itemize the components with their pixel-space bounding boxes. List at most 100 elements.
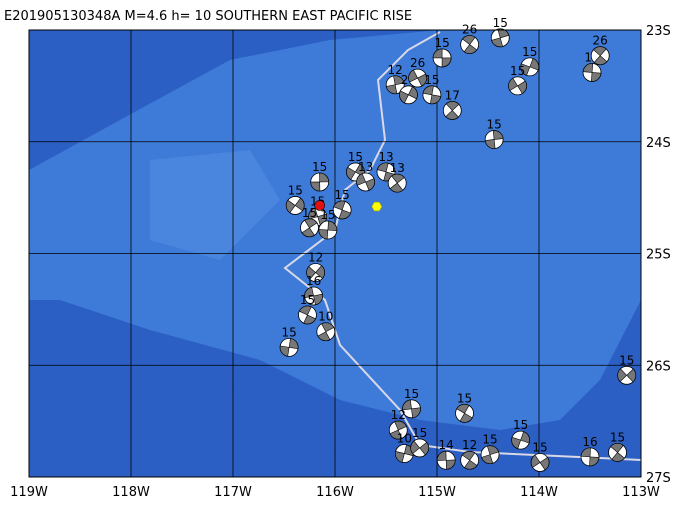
shallow-patch <box>150 150 280 260</box>
focal-mechanism: 15 <box>300 206 319 238</box>
beachball-quadrant <box>445 101 460 111</box>
focal-mechanism: 26 <box>590 34 610 66</box>
focal-mechanism: 15 <box>422 73 442 105</box>
focal-mechanism: 15 <box>608 430 627 462</box>
beachball-quadrant <box>484 139 496 149</box>
beachball-quadrant <box>511 436 522 449</box>
beachball-quadrant <box>393 75 405 86</box>
beachball-quadrant <box>376 162 389 173</box>
depth-label: 13 <box>390 161 405 175</box>
lat-tick-label: 27S <box>646 471 671 486</box>
beachball-quadrant <box>422 85 434 96</box>
depth-label: 13 <box>378 150 393 164</box>
depth-label: 15 <box>302 206 317 220</box>
beachball-quadrant <box>481 454 494 464</box>
lat-tick-label: 24S <box>646 136 671 151</box>
beachball-quadrant <box>520 63 531 76</box>
beachball-quadrant <box>303 314 317 325</box>
depth-label: 15 <box>348 150 363 164</box>
depth-label: 15 <box>424 73 439 87</box>
beachball-quadrant <box>294 197 305 212</box>
depth-label: 14 <box>439 438 454 452</box>
focal-mechanism: 16 <box>304 274 323 306</box>
beachball-quadrant <box>408 69 419 83</box>
depth-label: 15 <box>434 36 449 50</box>
depth-label: 15 <box>510 64 525 78</box>
beachball-quadrant <box>394 420 407 431</box>
depth-label: 15 <box>288 183 303 197</box>
focal-mechanism: 12 <box>385 63 405 95</box>
focal-mechanism: 15 <box>511 418 531 450</box>
beachball-quadrant <box>626 368 637 383</box>
beachball-quadrant <box>306 266 317 280</box>
beachball-quadrant <box>436 450 447 461</box>
beachball-quadrant <box>491 37 504 48</box>
beachball-quadrant <box>304 218 318 229</box>
beachball-quadrant <box>486 445 499 456</box>
ridge-axis <box>283 31 641 461</box>
depth-label: 15 <box>619 353 634 367</box>
depth-label: 15 <box>493 16 508 30</box>
depth-label: 15 <box>300 293 315 307</box>
beachball-quadrant <box>582 63 594 73</box>
beachball-quadrant <box>429 94 442 105</box>
beachball-quadrant <box>590 72 602 82</box>
beachball-quadrant <box>333 200 346 211</box>
beachball-quadrant <box>285 199 296 214</box>
beachball-quadrant <box>298 305 312 316</box>
focal-mechanism: 15 <box>530 440 550 472</box>
beachball-quadrant <box>463 44 478 54</box>
depth-label: 15 <box>412 426 427 440</box>
focal-mechanism: 17 <box>442 88 462 120</box>
lon-tick-label: 114W <box>520 485 558 500</box>
beachball-quadrant <box>456 403 470 414</box>
beachball-quadrant <box>399 90 409 104</box>
beachball-quadrant <box>304 286 314 299</box>
beachball-quadrant <box>441 57 452 68</box>
focal-mechanism: 26 <box>408 56 428 88</box>
depth-label: 12 <box>462 438 477 452</box>
focal-mechanism: 10 <box>394 432 414 463</box>
focal-mechanism: 15 <box>480 433 500 465</box>
beachball-quadrant <box>417 73 427 87</box>
focal-mechanism: 15 <box>285 183 305 215</box>
beachball-quadrant <box>389 182 404 193</box>
beachball-quadrant <box>611 451 625 462</box>
depth-label: 16 <box>306 274 321 288</box>
epicenter <box>314 200 326 211</box>
depth-label: 12 <box>308 250 323 264</box>
focal-mechanism: 15 <box>432 36 452 68</box>
beachball-quadrant <box>539 456 550 471</box>
beachball-quadrant <box>520 431 530 444</box>
beachball-quadrant <box>517 80 527 94</box>
focal-mechanism: 15 <box>402 387 421 419</box>
lon-tick-label: 116W <box>316 485 354 500</box>
lat-tick-label: 23S <box>646 24 671 39</box>
beachball-quadrant <box>589 456 600 467</box>
depth-label: 15 <box>404 387 419 401</box>
depth-label: 15 <box>320 208 335 222</box>
beachball-quadrant <box>419 441 429 456</box>
beachball-quadrant <box>445 459 456 470</box>
focal-mechanism: 10 <box>316 310 336 342</box>
beachball-quadrant <box>318 229 329 240</box>
depth-label: 15 <box>513 418 528 432</box>
beachball-quadrant <box>319 172 330 183</box>
focal-mechanism: 14 <box>436 438 456 470</box>
depth-label: 15 <box>610 430 625 444</box>
focal-mechanism: 13 <box>387 161 407 193</box>
focal-mechanism: 15 <box>484 118 504 149</box>
focal-mechanism: 15 <box>332 188 352 220</box>
beachball-quadrant <box>310 181 321 192</box>
lon-tick-label: 119W <box>10 485 48 500</box>
lon-tick-label: 118W <box>112 485 150 500</box>
beachball-quadrant <box>288 338 299 350</box>
depth-label: 15 <box>334 188 349 202</box>
depth-label: 12 <box>391 408 406 422</box>
focal-mechanism: 12 <box>388 408 408 440</box>
focal-mechanism: 15 <box>410 426 430 458</box>
depth-label: 15 <box>532 440 547 454</box>
depth-label: 12 <box>388 63 403 77</box>
beachball-quadrant <box>356 173 366 186</box>
